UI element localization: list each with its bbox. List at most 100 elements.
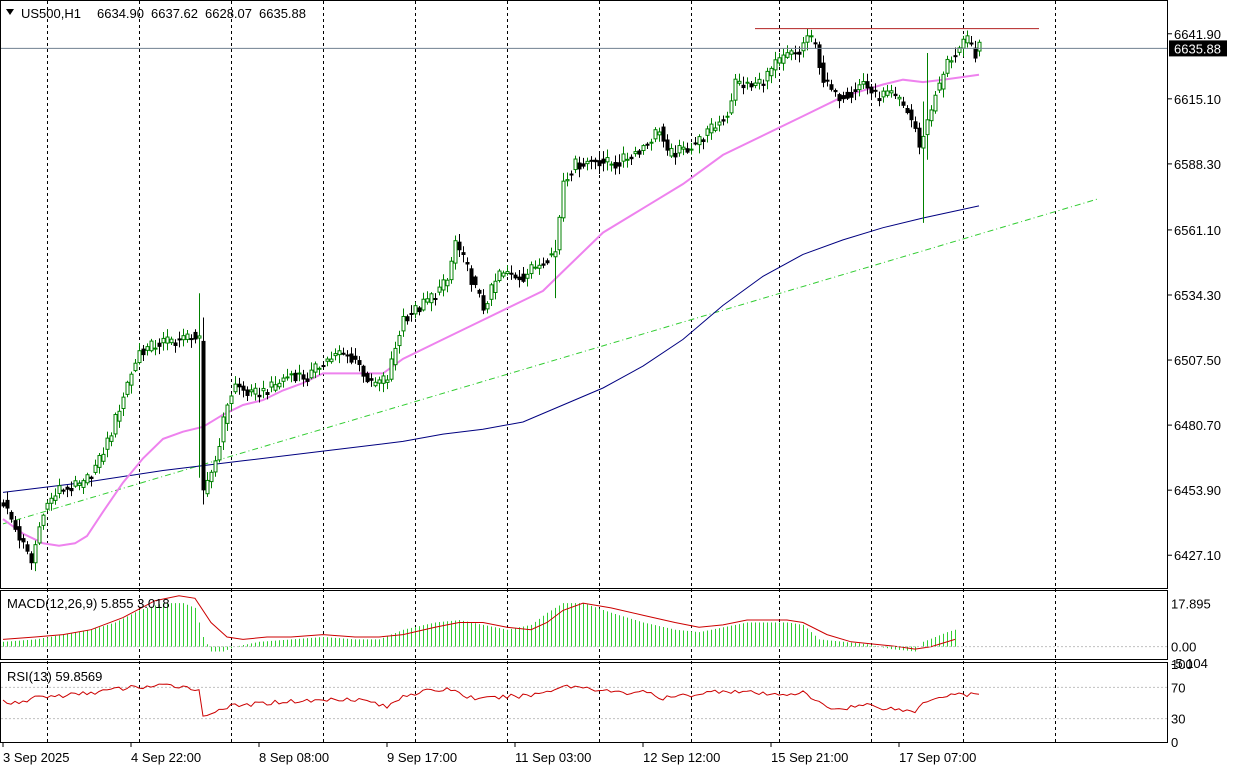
candle-body (573, 158, 578, 171)
candle-body (245, 389, 250, 396)
candle-body (757, 78, 762, 84)
candle-body (489, 284, 494, 300)
candle-body (309, 369, 314, 379)
candle-body (897, 96, 902, 100)
price-tick-label: 6427.10 (1174, 548, 1221, 563)
rsi-levels (1, 686, 1167, 720)
candle-body (337, 350, 342, 356)
candle-body (357, 360, 362, 366)
candle-body (353, 355, 358, 360)
symbol-header[interactable]: US500,H1 6634.90 6637.62 6628.07 6635.88 (6, 6, 306, 21)
candle-body (133, 362, 138, 372)
candle-body (365, 373, 370, 383)
candle-body (173, 342, 178, 346)
symbol-label: US500,H1 (21, 6, 81, 21)
candle-body (417, 307, 422, 313)
candle-body (777, 57, 782, 64)
candle-body (537, 264, 542, 269)
candle-body (341, 352, 346, 355)
candle-body (729, 100, 734, 114)
candle-body (821, 62, 826, 83)
candle-body (149, 340, 154, 352)
candle-body (593, 159, 598, 163)
candle-body (373, 381, 378, 387)
candle-body (93, 464, 98, 473)
candle-body (705, 128, 710, 136)
time-tick-label: 11 Sep 03:00 (515, 750, 591, 765)
candle-body (737, 80, 742, 84)
candle-body (885, 90, 890, 96)
candle-body (789, 50, 794, 55)
candles (1, 28, 982, 572)
current-price-label: 6635.88 (1174, 41, 1221, 56)
dropdown-triangle-icon[interactable] (6, 9, 14, 15)
candle-body (625, 158, 630, 161)
candle-body (585, 160, 590, 165)
candle-body (825, 79, 830, 82)
candle-body (449, 260, 454, 281)
rsi-line (2, 683, 980, 717)
macd-tick-label: 0.00 (1171, 640, 1196, 655)
candle-body (549, 253, 554, 256)
candle-body (577, 162, 582, 170)
candle-body (265, 392, 270, 395)
candle-body (77, 482, 82, 486)
candle-body (801, 42, 806, 52)
candle-body (153, 347, 158, 350)
candle-body (401, 315, 406, 332)
ma-slow-polyline (2, 205, 980, 493)
candle-body (369, 378, 374, 381)
candle-body (793, 52, 798, 55)
candle-body (21, 538, 26, 543)
candle-body (853, 89, 858, 93)
candle-body (569, 173, 574, 176)
candle-body (601, 158, 606, 164)
candle-body (917, 127, 922, 148)
candle-body (557, 216, 562, 251)
macd-histogram (3, 603, 956, 652)
time-tick-label: 17 Sep 07:00 (899, 750, 976, 765)
candle-body (741, 84, 746, 89)
ma-slow-line (2, 205, 980, 493)
candle-body (293, 372, 298, 382)
price-axis: 6641.90 6615.10 6588.30 6561.10 6534.30 6507.… (1167, 27, 1221, 563)
candle-body (913, 121, 918, 129)
candle-body (273, 384, 278, 391)
candle-body (957, 47, 962, 53)
price-tick-label: 6507.50 (1174, 353, 1221, 368)
price-panel-frame (0, 0, 1168, 589)
candle-body (205, 479, 210, 495)
candle-body (233, 383, 238, 393)
candle-body (1, 502, 6, 507)
candle-body (797, 51, 802, 55)
candle-body (781, 54, 786, 64)
candle-body (441, 279, 446, 291)
candle-body (53, 495, 58, 501)
candle-body (409, 312, 414, 315)
candle-body (809, 35, 814, 38)
macd-tick-label: -5.104 (1171, 656, 1208, 671)
candle-body (733, 78, 738, 101)
candle-body (905, 107, 910, 114)
low-value: 6628.07 (205, 6, 252, 21)
candle-body (17, 526, 22, 541)
candle-body (545, 260, 550, 264)
candle-body (161, 337, 166, 344)
candle-body (393, 347, 398, 366)
candle-body (301, 374, 306, 380)
price-panel: US500,H1 6634.90 6637.62 6628.07 6635.88 (0, 0, 1168, 589)
price-tick-label: 6534.30 (1174, 288, 1221, 303)
time-tick-label: 15 Sep 21:00 (771, 750, 848, 765)
candle-body (673, 152, 678, 158)
candle-body (709, 123, 714, 134)
candle-body (945, 58, 950, 74)
candle-body (421, 298, 426, 311)
candle-body (333, 353, 338, 357)
ma-fast-polyline (2, 73, 980, 547)
candle-body (57, 485, 62, 494)
candle-body (533, 266, 538, 269)
candle-body (773, 59, 778, 71)
candle-body (481, 295, 486, 311)
candle-body (505, 271, 510, 275)
time-tick-label: 4 Sep 22:00 (131, 750, 201, 765)
